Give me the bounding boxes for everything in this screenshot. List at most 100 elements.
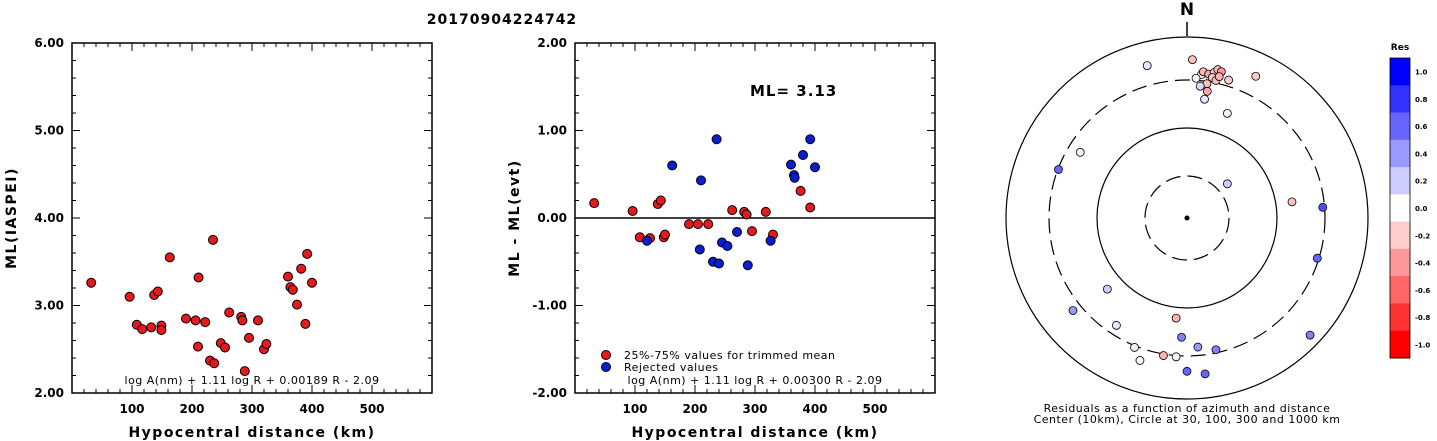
colorbar-cell (1390, 139, 1410, 168)
panel2-point-trimmed (703, 219, 714, 230)
map-station-point (1200, 94, 1209, 104)
colorbar-tick-label: -0.6 (1415, 287, 1430, 295)
map-station-point (1224, 75, 1234, 85)
map-station-point (1171, 352, 1181, 362)
map-station-point (1182, 366, 1192, 376)
panel2-point-trimmed (589, 198, 600, 209)
panel1-y-tick-label: 3.00 (34, 299, 64, 313)
panel1-y-tick-label: 6.00 (34, 36, 64, 50)
colorbar-tick-label: -1.0 (1415, 341, 1430, 349)
colorbar-cell (1390, 276, 1410, 304)
legend-marker-trimmed-mean (601, 350, 611, 360)
map-station-point (1312, 253, 1322, 263)
panel1-point (244, 332, 254, 343)
panel2-point-rejected (642, 235, 652, 246)
panel2-point-rejected (810, 162, 820, 173)
map-station-point (1054, 165, 1063, 174)
panel1-formula: log A(nm) + 1.11 log R + 0.00189 R - 2.0… (125, 374, 380, 387)
panel2-point-rejected (722, 241, 733, 251)
panel2-point-rejected (711, 134, 722, 145)
colorbar-tick-label: 0.0 (1415, 205, 1428, 213)
panel2-point-rejected (714, 258, 724, 269)
legend-label-rejected: Rejected values (624, 361, 719, 374)
colorbar-tick-label: 1.0 (1415, 69, 1428, 77)
panel2-point-trimmed (684, 219, 694, 230)
map-station-point (1287, 197, 1297, 207)
map-station-point (1222, 179, 1232, 189)
panel1-point (253, 315, 263, 326)
map-station-point (1075, 147, 1085, 157)
figure-title: 20170904224742 (427, 12, 577, 28)
map-station-point (1171, 313, 1181, 323)
panel2-legend: 25%-75% values for trimmed mean Rejected… (601, 349, 835, 374)
panel1-point (239, 366, 250, 377)
panel2-point-trimmed (655, 195, 666, 206)
panel1-point (287, 284, 298, 295)
panel2-point-rejected (798, 150, 808, 160)
residual-vs-distance-panel: 100 200 300 400 500 -2.00 -1.00 0.00 1.00 2.00 Hy… (507, 36, 936, 441)
panel2-x-tick-label: 500 (862, 402, 887, 416)
panel1-point (164, 252, 175, 263)
panel1-point (300, 318, 311, 329)
map-station-point (1195, 81, 1205, 91)
panel1-point (137, 324, 148, 335)
colorbar-cell (1390, 58, 1410, 86)
map-station-point (1130, 343, 1139, 352)
map-station-point (1188, 55, 1197, 65)
map-station-point (1305, 330, 1315, 340)
panel2-point-trimmed (627, 206, 638, 216)
panel1-y-tick-label: 2.00 (34, 386, 64, 400)
panel1-point (224, 307, 235, 318)
panel1-point (302, 248, 313, 259)
panel1-point (190, 315, 201, 326)
panel2-point-trimmed (727, 205, 738, 216)
panel1-point (208, 234, 218, 245)
panel2-point-trimmed (693, 219, 703, 230)
panel1-y-tick-label: 4.00 (34, 211, 64, 225)
panel1-point (220, 342, 230, 353)
panel1-point (292, 299, 302, 310)
map-station-point (1159, 351, 1168, 360)
panel1-x-tick-label: 500 (359, 402, 384, 416)
panel2-y-tick-label: 2.00 (537, 36, 567, 50)
panel1-point (146, 322, 157, 333)
map-station-point (1102, 284, 1112, 294)
colorbar-cell (1390, 303, 1410, 332)
panel2-point-rejected (789, 172, 800, 183)
panel2-x-tick-label: 200 (682, 402, 707, 416)
colorbar-tick-label: 0.6 (1415, 123, 1428, 131)
panel2-y-axis-label: ML - ML(evt) (507, 159, 523, 276)
residual-colorbar: Res 1.0 0.8 0.6 0.4 0.2 0.0 -0.2 -0.4 -0.6 -0.8 -1… (1389, 43, 1430, 359)
panel2-point-rejected (742, 260, 753, 271)
map-station-point (1193, 342, 1203, 352)
colorbar-tick-label: 0.2 (1415, 178, 1428, 186)
panel2-point-trimmed (795, 185, 806, 196)
panel2-point-rejected (696, 175, 706, 186)
panel1-x-axis-label: Hypocentral distance (km) (128, 425, 375, 441)
panel2-point-rejected (667, 160, 678, 171)
colorbar-cell (1390, 194, 1410, 223)
panel2-point-trimmed (741, 209, 752, 220)
map-station-point (1318, 202, 1328, 212)
panel1-point (152, 286, 163, 297)
circle-30km (1144, 175, 1230, 261)
panel2-point-trimmed (760, 206, 771, 217)
map-station-point (1211, 345, 1221, 355)
panel2-x-tick-label: 300 (742, 402, 767, 416)
map-station-point (1222, 108, 1232, 118)
panel1-point (156, 325, 167, 335)
colorbar-cell (1390, 248, 1410, 277)
circle-100km (1096, 127, 1278, 309)
legend-marker-rejected (601, 362, 611, 372)
panel2-point-trimmed (747, 226, 757, 237)
panel1-point (209, 358, 220, 369)
north-label: N (1180, 0, 1194, 20)
panel1-point (86, 277, 97, 288)
ml-vs-distance-panel: 100 200 300 400 500 2.00 3.00 4.00 5.00 6.00 Hypo… (4, 36, 433, 441)
colorbar-cell (1390, 330, 1410, 359)
circle-300km (1048, 79, 1326, 357)
panel1-x-tick-label: 200 (179, 402, 204, 416)
map-station-point (1068, 306, 1078, 315)
map-station-point (1135, 356, 1145, 365)
epicenter-dot (1184, 215, 1190, 221)
